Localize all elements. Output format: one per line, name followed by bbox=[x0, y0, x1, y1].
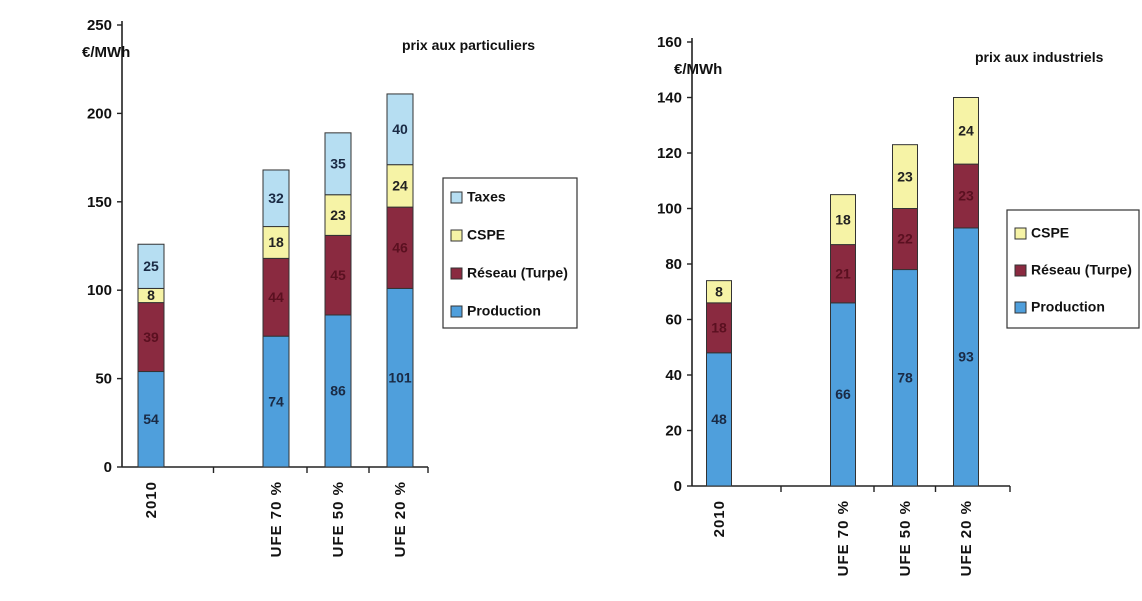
data-label-taxes: 32 bbox=[268, 190, 284, 206]
y-tick-label: 100 bbox=[657, 201, 682, 218]
y-axis-unit: €/MWh bbox=[82, 44, 130, 61]
bar-reseau-turpe bbox=[386, 206, 414, 289]
chart-title: prix aux industriels bbox=[975, 49, 1104, 65]
bar-taxes bbox=[137, 243, 165, 289]
x-tick-label: UFE 70 % bbox=[268, 481, 285, 557]
data-label-production: 78 bbox=[897, 369, 913, 385]
y-tick-label: 20 bbox=[665, 423, 682, 440]
y-tick-label: 80 bbox=[665, 256, 682, 273]
bar-taxes bbox=[262, 169, 290, 228]
bar-cspe bbox=[706, 280, 732, 304]
data-label-production: 74 bbox=[268, 393, 284, 409]
legend-label-cspe: CSPE bbox=[1031, 225, 1069, 241]
x-tick-label: UFE 70 % bbox=[835, 500, 852, 576]
legend-label-cspe: CSPE bbox=[467, 227, 505, 243]
data-label-production: 66 bbox=[835, 386, 851, 402]
data-label-reseau-turpe: 22 bbox=[897, 231, 913, 247]
data-label-reseau-turpe: 45 bbox=[330, 267, 346, 283]
bar-production bbox=[137, 371, 165, 468]
data-label-reseau-turpe: 44 bbox=[268, 289, 284, 305]
legend-swatch-reseau-turpe bbox=[1014, 264, 1027, 277]
data-label-production: 54 bbox=[143, 411, 159, 427]
y-tick-label: 140 bbox=[657, 90, 682, 107]
data-label-taxes: 40 bbox=[392, 121, 408, 137]
data-label-production: 101 bbox=[388, 369, 412, 385]
bar-reseau-turpe bbox=[706, 302, 732, 354]
y-tick-label: 160 bbox=[657, 34, 682, 51]
chart-industriels: 0 20 40 60 80 100 120 140 160 €/MWh prix aux indus… bbox=[657, 34, 1140, 576]
legend-label-production: Production bbox=[467, 303, 541, 319]
y-tick-label: 200 bbox=[87, 105, 112, 122]
data-label-reseau-turpe: 18 bbox=[711, 320, 727, 336]
legend-box bbox=[1006, 209, 1140, 329]
bar-cspe bbox=[324, 194, 352, 236]
y-tick-label: 150 bbox=[87, 194, 112, 211]
data-label-cspe: 18 bbox=[268, 234, 284, 250]
data-label-production: 86 bbox=[330, 383, 346, 399]
bar-production bbox=[386, 287, 414, 468]
legend: CSPE Réseau (Turpe) Production bbox=[1006, 209, 1140, 329]
x-tick-label: UFE 20 % bbox=[958, 500, 975, 576]
data-label-reseau-turpe: 21 bbox=[835, 265, 851, 281]
legend-swatch-production bbox=[450, 305, 463, 318]
data-label-reseau-turpe: 23 bbox=[958, 188, 974, 204]
data-label-taxes: 25 bbox=[143, 258, 159, 274]
x-tick-label: UFE 20 % bbox=[392, 481, 409, 557]
bar-production bbox=[892, 269, 918, 487]
legend-swatch-cspe bbox=[450, 229, 463, 242]
legend-swatch-cspe bbox=[1014, 227, 1027, 240]
y-tick-label: 250 bbox=[87, 17, 112, 34]
data-label-cspe: 23 bbox=[330, 207, 346, 223]
x-tick-label: 2010 bbox=[711, 500, 728, 537]
legend: Taxes CSPE Réseau (Turpe) Production bbox=[442, 177, 578, 329]
bar-taxes bbox=[386, 93, 414, 166]
y-axis-unit: €/MWh bbox=[674, 61, 722, 78]
legend-label-reseau-turpe: Réseau (Turpe) bbox=[1031, 262, 1132, 278]
bar-cspe bbox=[830, 194, 856, 246]
data-label-cspe: 8 bbox=[147, 287, 155, 303]
bar-cspe bbox=[262, 226, 290, 259]
data-label-cspe: 24 bbox=[392, 178, 408, 194]
data-label-taxes: 35 bbox=[330, 155, 346, 171]
bar-reseau-turpe bbox=[262, 257, 290, 337]
data-label-cspe: 8 bbox=[715, 283, 723, 299]
y-tick-label: 0 bbox=[104, 459, 112, 476]
legend-swatch-production bbox=[1014, 301, 1027, 314]
bar-reseau-turpe bbox=[892, 208, 918, 271]
y-tick-label: 100 bbox=[87, 282, 112, 299]
bar-production bbox=[830, 302, 856, 487]
data-label-production: 93 bbox=[958, 349, 974, 365]
legend-label-reseau-turpe: Réseau (Turpe) bbox=[467, 265, 568, 281]
legend-label-production: Production bbox=[1031, 299, 1105, 315]
bar-cspe bbox=[386, 164, 414, 208]
legend-swatch-reseau-turpe bbox=[450, 267, 463, 280]
y-tick-label: 40 bbox=[665, 367, 682, 384]
bar-cspe bbox=[892, 144, 918, 210]
y-tick-label: 120 bbox=[657, 145, 682, 162]
legend-swatch-taxes bbox=[450, 191, 463, 204]
chart-title: prix aux particuliers bbox=[402, 37, 535, 53]
bar-taxes bbox=[324, 132, 352, 196]
data-label-reseau-turpe: 46 bbox=[392, 239, 408, 255]
chart-particuliers: 0 50 100 150 200 250 €/MWh prix aux particulier… bbox=[82, 17, 578, 557]
y-tick-label: 60 bbox=[665, 312, 682, 329]
y-tick-label: 50 bbox=[95, 371, 112, 388]
legend-label-taxes: Taxes bbox=[467, 189, 506, 205]
x-tick-label: UFE 50 % bbox=[330, 481, 347, 557]
data-label-cspe: 23 bbox=[897, 168, 913, 184]
bar-cspe bbox=[953, 97, 979, 165]
data-label-cspe: 18 bbox=[835, 211, 851, 227]
data-label-cspe: 24 bbox=[958, 123, 974, 139]
legend-box bbox=[442, 177, 578, 329]
x-tick-label: UFE 50 % bbox=[897, 500, 914, 576]
y-tick-label: 0 bbox=[674, 478, 682, 495]
bar-production bbox=[324, 314, 352, 468]
data-label-production: 48 bbox=[711, 411, 727, 427]
x-tick-label: 2010 bbox=[143, 481, 160, 518]
data-label-reseau-turpe: 39 bbox=[143, 329, 159, 345]
bar-production bbox=[262, 335, 290, 468]
